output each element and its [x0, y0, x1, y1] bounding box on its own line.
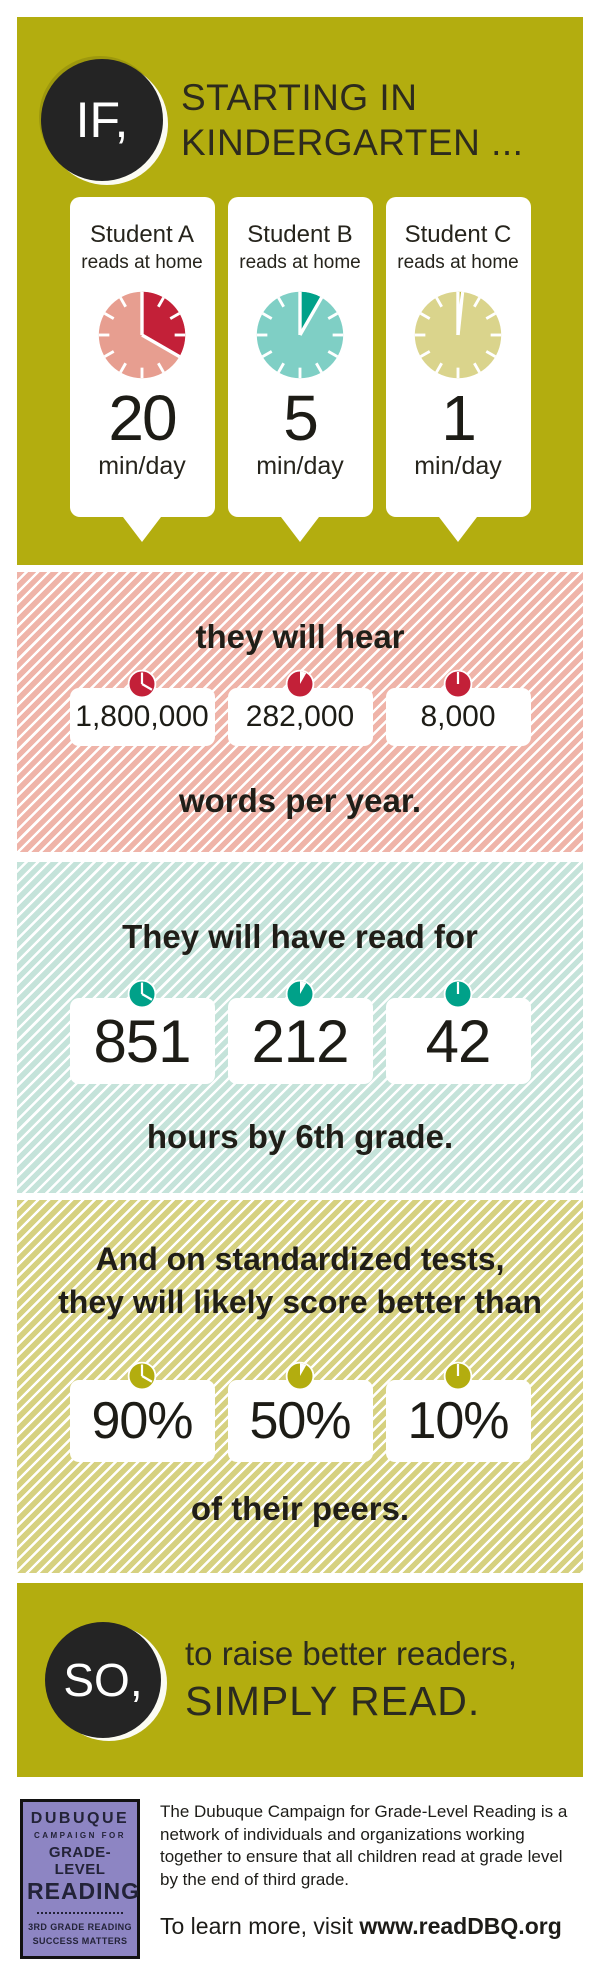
student-subtitle: reads at home [397, 252, 519, 273]
campaign-description: The Dubuque Campaign for Grade-Level Rea… [160, 1802, 568, 1889]
words-values-row: 1,800,000 282,000 8,000 [17, 669, 583, 746]
learn-more-cta: To learn more, visit www.readDBQ.org [160, 1913, 580, 1940]
if-badge-label: IF, [75, 92, 129, 148]
logo-line-3rd-grade: 3RD GRADE READING [28, 1922, 132, 1933]
student-name: Student C [404, 221, 512, 248]
card-tail [439, 517, 477, 542]
words-value-student-a: 1,800,000 [69, 669, 215, 746]
hours-value: 42 [425, 1007, 492, 1075]
section-words-per-year: they will hear 1,800,000 282,000 8,000 w… [17, 572, 583, 852]
student-card-c-box: Student C reads at home 1 min/day [385, 197, 531, 517]
logo-line-dubuque: DUBUQUE [30, 1810, 130, 1828]
footer: DUBUQUE CAMPAIGN FOR GRADE-LEVEL READING… [0, 1777, 600, 1959]
clock-5-minutes-icon [252, 287, 348, 383]
clock-1-minute-icon [410, 287, 506, 383]
student-card-c: Student C reads at home 1 min/day [385, 197, 531, 542]
logo-line-reading: READING [27, 1878, 141, 1905]
tests-values-row: 90% 50% 10% [17, 1362, 583, 1463]
words-caption: words per year. [178, 782, 422, 819]
student-name: Student B [247, 221, 353, 248]
section-hours-read: They will have read for 851 212 42 hours… [17, 862, 583, 1193]
clock-icon [285, 669, 315, 699]
student-card-b-box: Student B reads at home 5 min/day [227, 197, 373, 517]
student-card-a: Student A reads at home 20 min/day [69, 197, 215, 542]
so-badge-label: SO, [63, 1654, 143, 1706]
card-tail [123, 517, 161, 542]
clock-icon [127, 1361, 157, 1391]
clock-icon [443, 979, 473, 1009]
hours-value-student-b: 212 [227, 979, 373, 1084]
cta-prefix: To learn more, visit [160, 1913, 360, 1940]
tests-heading: And on standardized tests, they will lik… [17, 1200, 583, 1324]
if-header: IF, STARTING IN KINDERGARTEN ... [17, 17, 583, 181]
section-test-scores: And on standardized tests, they will lik… [17, 1200, 583, 1573]
clock-icon [127, 669, 157, 699]
logo-line-success-matters: SUCCESS MATTERS [32, 1935, 128, 1946]
percentile-value: 10% [407, 1392, 509, 1451]
words-value-student-b: 282,000 [227, 669, 373, 746]
minutes-value: 1 [441, 382, 477, 454]
minutes-value: 5 [283, 382, 319, 454]
student-subtitle: reads at home [81, 252, 203, 273]
percentile-value-student-c: 10% [385, 1362, 531, 1463]
words-value: 1,800,000 [75, 700, 209, 733]
student-cards-row: Student A reads at home 20 min/day Stude… [17, 197, 583, 542]
section-so-simply-read: SO, to raise better readers, SIMPLY READ… [17, 1583, 583, 1777]
minutes-unit: min/day [414, 452, 502, 481]
if-badge: IF, [41, 59, 163, 181]
minutes-value: 20 [108, 382, 177, 454]
tests-heading-line-1: And on standardized tests, [95, 1241, 505, 1277]
clock-icon [127, 979, 157, 1009]
card-tail [281, 517, 319, 542]
words-value-student-c: 8,000 [385, 669, 531, 746]
section-heading: STARTING IN KINDERGARTEN ... [181, 75, 523, 165]
logo-line-grade-level: GRADE-LEVEL [48, 1844, 112, 1879]
hours-values-row: 851 212 42 [17, 979, 583, 1084]
clock-icon [443, 669, 473, 699]
heading-line-2: KINDERGARTEN ... [181, 122, 524, 163]
tests-caption: of their peers. [190, 1490, 410, 1528]
clock-icon [285, 979, 315, 1009]
campaign-logo: DUBUQUE CAMPAIGN FOR GRADE-LEVEL READING… [20, 1799, 140, 1959]
student-subtitle: reads at home [239, 252, 361, 273]
minutes-unit: min/day [256, 452, 344, 481]
so-text: to raise better readers, SIMPLY READ. [185, 1635, 517, 1725]
clock-icon [443, 1361, 473, 1391]
hours-value-student-c: 42 [385, 979, 531, 1084]
clock-20-minutes-icon [94, 287, 190, 383]
hours-value-student-a: 851 [69, 979, 215, 1084]
heading-line-1: STARTING IN [181, 76, 418, 118]
hours-caption: hours by 6th grade. [146, 1118, 454, 1155]
so-line-2: SIMPLY READ. [185, 1678, 481, 1724]
so-line-1: to raise better readers, [185, 1635, 517, 1672]
minutes-unit: min/day [98, 452, 186, 481]
student-card-a-box: Student A reads at home 20 min/day [69, 197, 215, 517]
tests-heading-line-2: they will likely score better than [58, 1284, 542, 1321]
so-badge: SO, [45, 1622, 161, 1738]
campaign-url-link[interactable]: www.readDBQ.org [359, 1913, 562, 1940]
percentile-value-student-b: 50% [227, 1362, 373, 1463]
footer-text: The Dubuque Campaign for Grade-Level Rea… [160, 1799, 580, 1959]
student-card-b: Student B reads at home 5 min/day [227, 197, 373, 542]
words-value: 8,000 [420, 700, 496, 733]
section-if-starting-in-kindergarten: IF, STARTING IN KINDERGARTEN ... Student… [17, 17, 583, 565]
student-name: Student A [89, 221, 195, 248]
clock-icon [285, 1361, 315, 1391]
words-value: 282,000 [245, 700, 355, 733]
percentile-value: 90% [91, 1392, 193, 1451]
hours-value: 212 [251, 1007, 349, 1075]
percentile-value: 50% [249, 1392, 351, 1451]
logo-divider [36, 1912, 124, 1915]
logo-line-campaign-for: CAMPAIGN FOR [33, 1831, 127, 1841]
percentile-value-student-a: 90% [69, 1362, 215, 1463]
hours-value: 851 [93, 1007, 191, 1075]
words-heading: they will hear [195, 618, 405, 655]
hours-heading: They will have read for [122, 918, 478, 955]
